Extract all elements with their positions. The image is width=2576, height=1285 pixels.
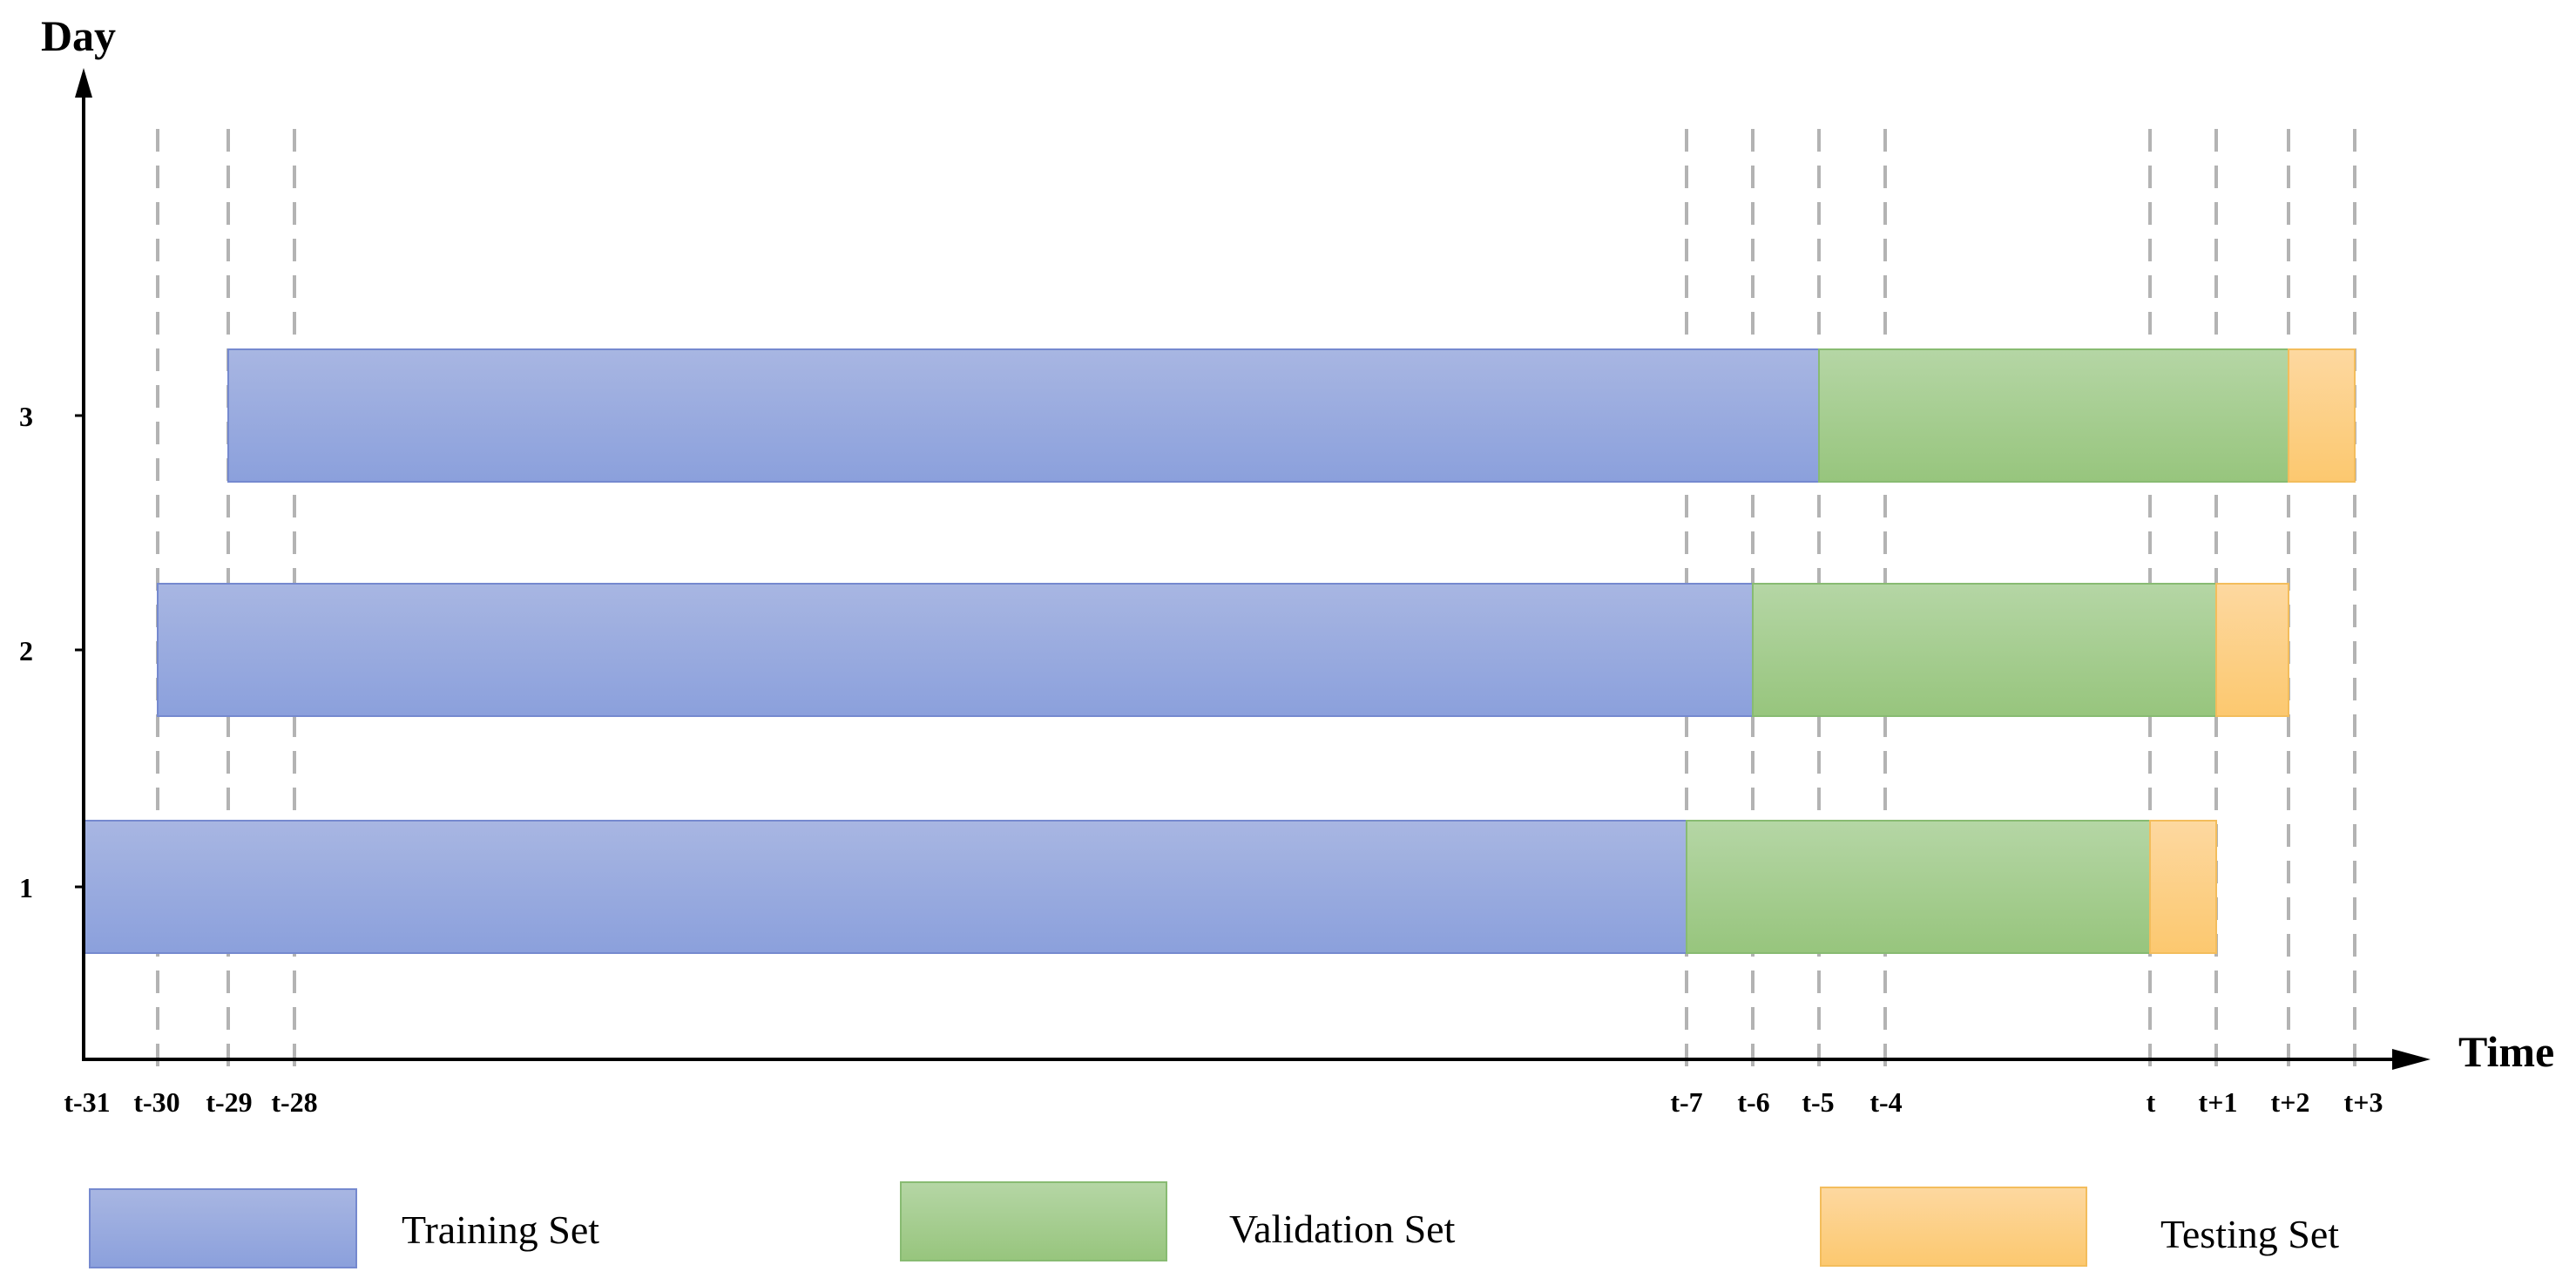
legend-label-testing: Testing Set xyxy=(2160,1212,2339,1256)
bar-day3-training xyxy=(227,348,1820,483)
y-axis-title: Day xyxy=(41,11,116,60)
y-tick-label-1: 1 xyxy=(19,872,33,903)
legend-label-validation: Validation Set xyxy=(1229,1207,1456,1251)
x-tick-label-tminus4: t-4 xyxy=(1869,1086,1902,1118)
legend-label-training: Training Set xyxy=(402,1207,599,1252)
x-tick-label-tminus28: t-28 xyxy=(271,1086,317,1118)
legend-swatch-training xyxy=(89,1188,357,1268)
x-tick-label-tminus29: t-29 xyxy=(206,1086,252,1118)
legend: Training Set Validation Set Testing Set xyxy=(89,1181,2339,1268)
y-tick-label-3: 3 xyxy=(19,401,33,432)
axes: Day Time xyxy=(41,11,2554,1076)
x-axis-arrowhead xyxy=(2392,1049,2431,1070)
x-tick-label-t: t xyxy=(2147,1086,2156,1118)
x-tick-label-tminus5: t-5 xyxy=(1802,1086,1834,1118)
x-tick-label-tplus3: t+3 xyxy=(2344,1086,2383,1118)
x-tick-label-tminus6: t-6 xyxy=(1737,1086,1769,1118)
bars xyxy=(83,348,2356,954)
bar-day2-testing xyxy=(2215,583,2289,717)
bar-day2-validation xyxy=(1752,583,2217,717)
bar-day2-training xyxy=(157,583,1754,717)
x-tick-label-tplus2: t+2 xyxy=(2271,1086,2310,1118)
y-tick-labels: 1 2 3 xyxy=(19,401,84,903)
legend-swatch-validation xyxy=(900,1181,1167,1261)
x-tick-labels: t-31 t-30 t-29 t-28 t-7 t-6 t-5 t-4 t t+1 t+2 t+3 xyxy=(64,1086,2383,1118)
x-tick-label-tminus31: t-31 xyxy=(64,1086,110,1118)
x-tick-label-tminus7: t-7 xyxy=(1670,1086,1702,1118)
x-axis-title: Time xyxy=(2458,1027,2554,1076)
bar-day3-validation xyxy=(1818,348,2289,483)
y-axis-arrowhead xyxy=(75,68,92,98)
legend-swatch-testing xyxy=(1820,1187,2087,1267)
x-tick-label-tplus1: t+1 xyxy=(2199,1086,2238,1118)
bar-day1-validation xyxy=(1686,820,2151,954)
bar-day1-training xyxy=(83,820,1687,954)
y-tick-label-2: 2 xyxy=(19,635,33,666)
bar-day3-testing xyxy=(2288,348,2356,483)
x-tick-label-tminus30: t-30 xyxy=(133,1086,179,1118)
bar-day1-testing xyxy=(2149,820,2217,954)
